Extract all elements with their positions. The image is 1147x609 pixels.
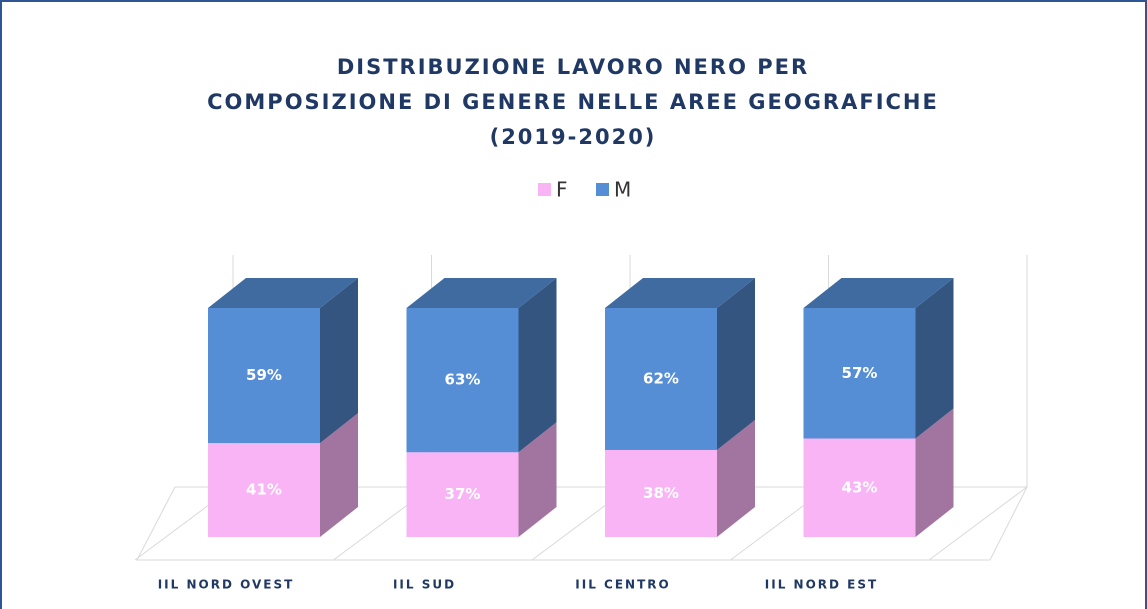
floor-divider	[928, 486, 1028, 561]
bar-segment	[208, 413, 358, 537]
bar-side	[320, 413, 358, 537]
legend-swatch	[596, 183, 609, 196]
x-tick-label: IIL SUD	[393, 578, 456, 592]
legend-swatch	[538, 183, 551, 196]
bar-segment	[803, 408, 954, 537]
bar-segment	[208, 278, 358, 444]
bar-front	[605, 308, 717, 450]
bar-top	[406, 278, 557, 308]
bar-top	[208, 278, 358, 308]
bar-front	[208, 308, 320, 444]
x-tick-label: IIL CENTRO	[575, 578, 670, 592]
value-label: 63%	[445, 371, 481, 389]
x-tick-label: IIL NORD EST	[765, 578, 878, 592]
bar-segment	[605, 419, 755, 537]
bar-front	[803, 308, 916, 439]
bar-front	[605, 449, 717, 537]
legend-label: F	[556, 178, 568, 202]
bar-top	[605, 278, 755, 308]
bar-front	[406, 452, 519, 537]
bar-segment	[803, 278, 954, 439]
value-label: 37%	[445, 485, 481, 503]
chart-title: DISTRIBUZIONE LAVORO NERO PER	[337, 55, 809, 79]
bar-top	[803, 278, 954, 308]
bar-side	[717, 419, 755, 537]
legend-label: M	[614, 178, 631, 202]
value-label: 57%	[842, 364, 878, 382]
bar-front	[208, 443, 320, 537]
bar-front	[803, 438, 916, 537]
value-label: 43%	[842, 478, 878, 496]
bar-side	[717, 278, 755, 450]
bar-side	[518, 278, 557, 453]
bar-segment	[605, 278, 755, 450]
bar-segment	[406, 278, 557, 453]
value-label: 59%	[246, 366, 282, 384]
value-label: 38%	[643, 484, 679, 502]
chart-title: (2019-2020)	[490, 125, 657, 149]
bar-side	[915, 408, 954, 537]
chart-title: COMPOSIZIONE DI GENERE NELLE AREE GEOGRA…	[207, 90, 939, 114]
value-label: 62%	[643, 369, 679, 387]
bar-front	[406, 308, 519, 453]
value-label: 41%	[246, 481, 282, 499]
bar-side	[320, 278, 358, 444]
bar-side	[915, 278, 954, 439]
x-tick-label: IIL NORD OVEST	[158, 578, 295, 592]
bar-side	[518, 422, 557, 537]
bar-segment	[406, 422, 557, 537]
